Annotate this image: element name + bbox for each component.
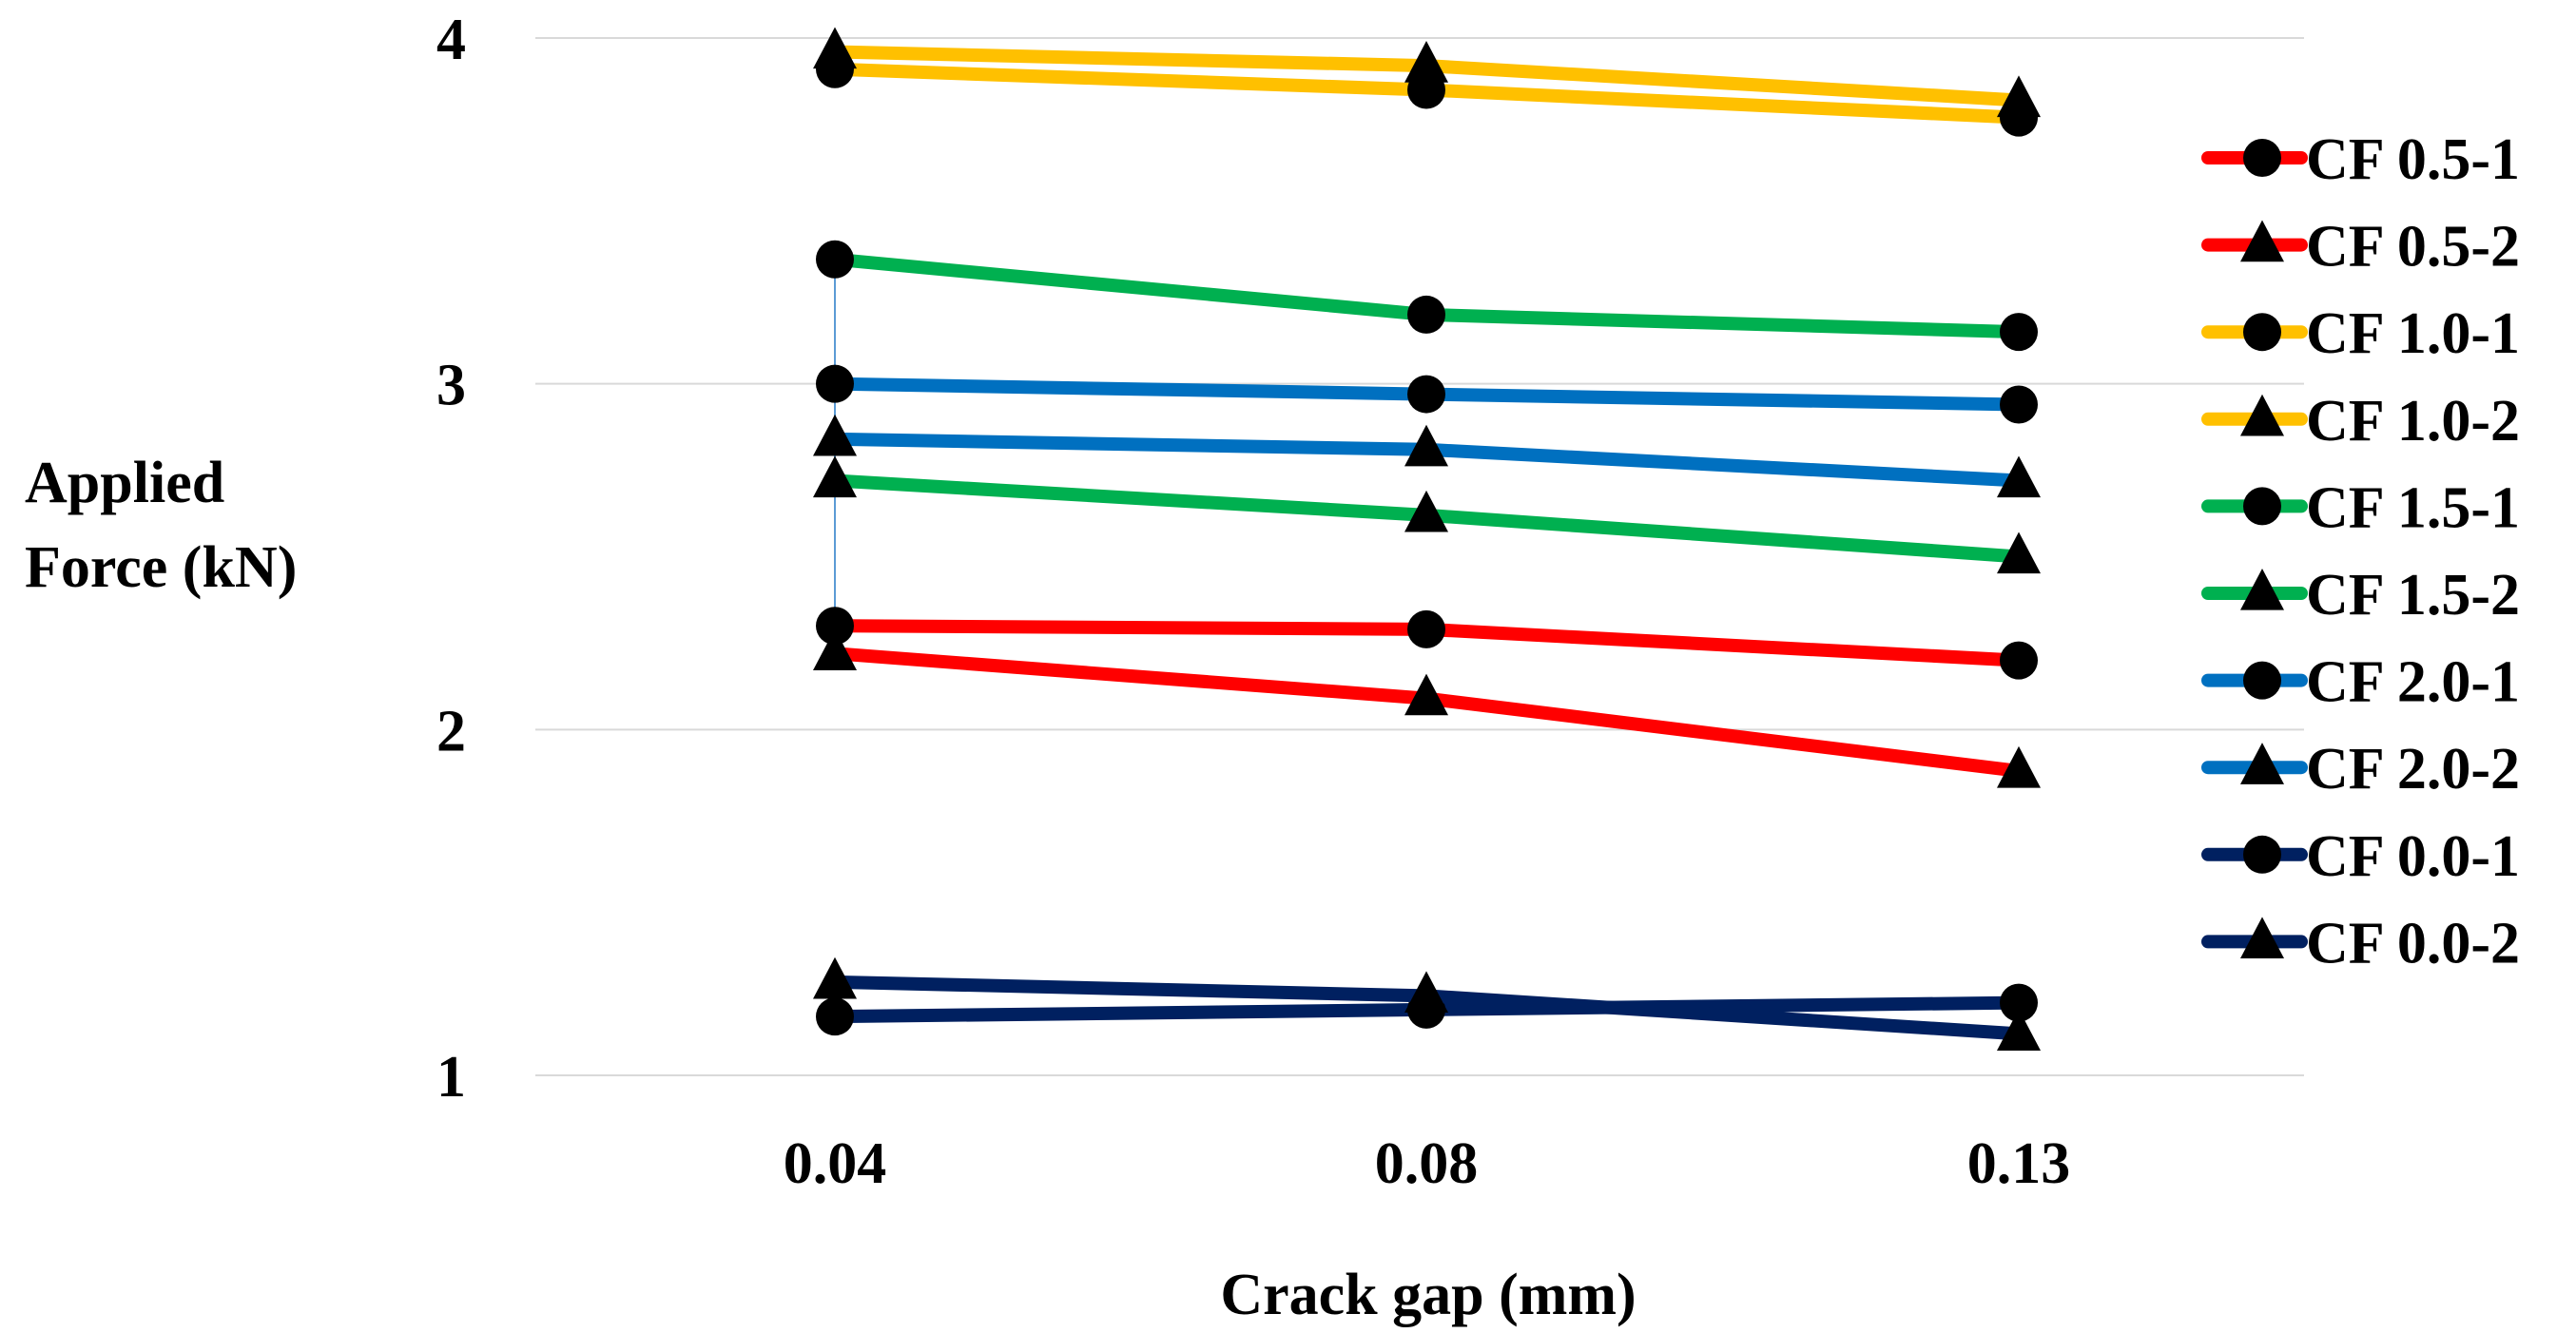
series-cf-1-5-2 xyxy=(813,455,2041,574)
legend-item: CF 0.5-1 xyxy=(2201,127,2520,192)
series-cf-1-0-2 xyxy=(813,27,2041,118)
legend-label: CF 1.5-2 xyxy=(2306,563,2520,628)
legend-marker xyxy=(2240,917,2284,959)
legend-item: CF 1.5-2 xyxy=(2201,563,2520,628)
legend-label: CF 1.0-1 xyxy=(2306,301,2520,366)
legend-marker xyxy=(2243,139,2281,177)
data-point xyxy=(2000,983,2038,1022)
legend-marker xyxy=(2243,313,2281,352)
legend-marker xyxy=(2240,394,2284,436)
data-point xyxy=(1407,609,1445,648)
legend-marker xyxy=(2240,220,2284,262)
data-point xyxy=(1407,295,1445,334)
data-point xyxy=(1997,745,2041,788)
legend-item: CF 1.0-1 xyxy=(2201,301,2520,366)
legend-label: CF 2.0-2 xyxy=(2306,737,2520,802)
legend-marker xyxy=(2243,487,2281,526)
data-point xyxy=(1997,455,2041,498)
series-cf-1-5-1 xyxy=(816,240,2038,352)
data-point xyxy=(1404,490,1448,532)
data-point xyxy=(813,27,857,69)
legend-item: CF 2.0-1 xyxy=(2201,650,2520,715)
data-point xyxy=(813,414,857,456)
legend-marker xyxy=(2240,568,2284,610)
legend-label: CF 0.0-1 xyxy=(2306,824,2520,889)
y-axis-label-line-1: Applied xyxy=(25,451,224,515)
series-cf-2-0-1 xyxy=(816,364,2038,424)
y-tick-label: 1 xyxy=(436,1045,466,1110)
data-point xyxy=(813,455,857,498)
legend-item: CF 0.5-2 xyxy=(2201,215,2520,280)
data-point xyxy=(1997,1009,2041,1051)
data-point xyxy=(2000,313,2038,352)
data-point xyxy=(1404,41,1448,83)
legend-label: CF 2.0-1 xyxy=(2306,650,2520,715)
data-point xyxy=(1997,531,2041,574)
y-tick-label: 2 xyxy=(436,699,466,763)
legend-item: CF 1.0-2 xyxy=(2201,389,2520,454)
legend-item: CF 0.0-1 xyxy=(2201,824,2520,889)
legend-label: CF 1.5-1 xyxy=(2306,475,2520,540)
data-point xyxy=(2000,385,2038,424)
x-tick-label: 0.13 xyxy=(1967,1131,2071,1196)
series-group xyxy=(813,27,2041,1051)
data-point xyxy=(1404,424,1448,467)
x-axis-label: Crack gap (mm) xyxy=(1220,1263,1636,1327)
data-point xyxy=(1404,971,1448,1013)
legend-label: CF 1.0-2 xyxy=(2306,389,2520,454)
x-axis-ticks: 0.04 0.08 0.13 xyxy=(784,1131,2071,1196)
legend-marker xyxy=(2243,661,2281,700)
data-point xyxy=(816,997,854,1036)
legend-label: CF 0.5-2 xyxy=(2306,215,2520,280)
data-point xyxy=(1407,375,1445,414)
y-tick-label: 4 xyxy=(436,8,466,72)
legend-marker xyxy=(2243,835,2281,874)
x-tick-label: 0.04 xyxy=(784,1131,887,1196)
series-cf-0-0-2 xyxy=(813,956,2041,1051)
legend-label: CF 0.0-2 xyxy=(2306,911,2520,976)
y-axis-ticks: 1 2 3 4 xyxy=(436,8,466,1110)
legend-label: CF 0.5-1 xyxy=(2306,127,2520,192)
legend-item: CF 2.0-2 xyxy=(2201,737,2520,802)
gridlines xyxy=(535,37,2304,1076)
data-point xyxy=(813,956,857,999)
y-axis-label-line-2: Force (kN) xyxy=(25,535,297,600)
data-point xyxy=(816,240,854,279)
data-point xyxy=(2000,641,2038,680)
series-cf-0-5-2 xyxy=(813,628,2041,788)
y-tick-label: 3 xyxy=(436,354,466,418)
data-point xyxy=(1404,673,1448,716)
data-point xyxy=(813,628,857,670)
series-cf-2-0-2 xyxy=(813,414,2041,498)
data-point xyxy=(816,607,854,646)
legend-item: CF 1.5-1 xyxy=(2201,475,2520,540)
series-cf-0-5-1 xyxy=(816,607,2038,680)
legend: CF 0.5-1 CF 0.5-2 CF 1.0-1 CF 1.0-2 CF 1.5-1… xyxy=(2201,127,2520,976)
data-point xyxy=(1997,75,2041,118)
x-tick-label: 0.08 xyxy=(1375,1131,1479,1196)
data-point xyxy=(816,364,854,403)
legend-item: CF 0.0-2 xyxy=(2201,911,2520,976)
legend-marker xyxy=(2240,743,2284,784)
